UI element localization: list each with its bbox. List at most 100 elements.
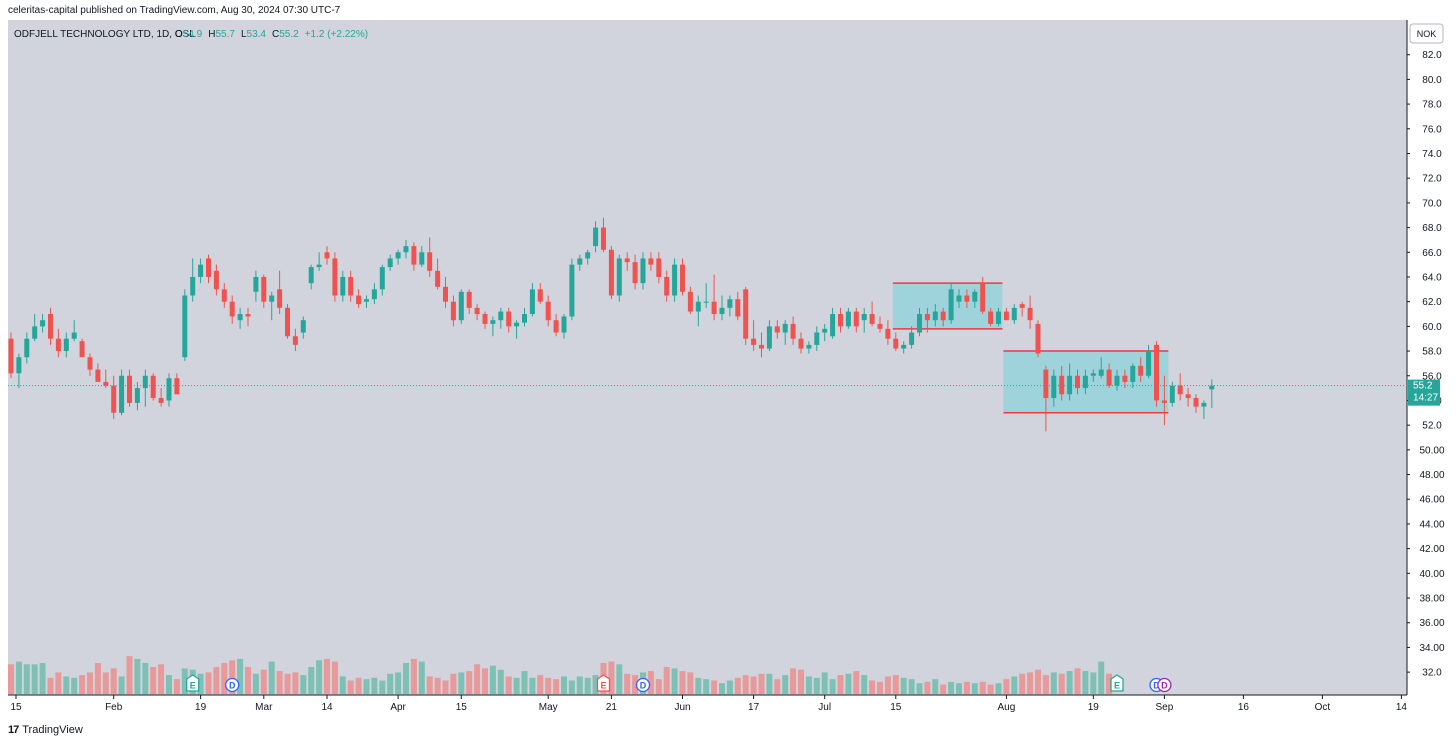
volume-bar: [39, 662, 46, 694]
candles: [8, 217, 1215, 432]
candle-body: [482, 314, 488, 324]
volume-bar: [750, 676, 757, 694]
volume-bar: [482, 668, 488, 694]
candle-body: [861, 314, 867, 321]
candle-body: [474, 307, 480, 315]
candle-body: [877, 323, 883, 329]
dividend-marker-shape: [225, 677, 240, 693]
time-tick-label: 19: [195, 702, 207, 713]
currency-badge[interactable]: NOK: [1409, 23, 1444, 44]
volume-bar: [387, 673, 394, 694]
volume-bar: [79, 675, 86, 694]
volume-bar: [102, 672, 109, 694]
earnings-marker[interactable]: E: [186, 674, 200, 692]
candle-body: [379, 267, 385, 290]
volume-bar: [221, 662, 228, 694]
candle-body: [537, 289, 543, 302]
candle-body: [1185, 394, 1191, 398]
candle-body: [782, 323, 788, 333]
time-tick-label: 14: [321, 702, 333, 713]
volume-bar: [245, 667, 251, 694]
volume-bar: [861, 675, 868, 694]
candle-body: [940, 311, 946, 321]
price-tick-label: 56.0: [1422, 371, 1442, 382]
candle-body: [8, 338, 14, 374]
dividend-marker[interactable]: D: [1157, 677, 1172, 693]
candle-body: [806, 344, 812, 349]
volume-bar: [726, 680, 733, 694]
last-price-value: 55.2: [1413, 381, 1433, 392]
candle-body: [640, 258, 646, 284]
candle-body: [759, 344, 764, 349]
time-axis-background[interactable]: [8, 696, 1407, 718]
volume-bar: [292, 672, 299, 694]
candle-body: [87, 357, 93, 370]
candle-body: [229, 301, 235, 317]
candle-body: [893, 338, 899, 349]
candle-body: [1067, 375, 1073, 395]
volume-bar: [316, 660, 323, 694]
volume-bar: [1082, 671, 1089, 694]
candle-body: [988, 311, 994, 324]
candle-body: [822, 328, 828, 333]
time-tick-label: Oct: [1315, 702, 1331, 713]
currency-badge-label[interactable]: NOK: [1417, 29, 1437, 39]
volume-bar: [1058, 673, 1065, 694]
volume-bar: [300, 675, 307, 694]
candle-body: [55, 338, 61, 352]
volume-bar: [205, 672, 212, 694]
volume-bar: [442, 680, 449, 694]
candle-body: [427, 252, 433, 271]
volume-bar: [426, 676, 433, 694]
candle-body: [221, 289, 227, 302]
volume-bar: [31, 664, 38, 694]
tradingview-logo[interactable]: 17 TradingView: [8, 724, 83, 736]
candle-body: [774, 326, 780, 333]
candle-body: [624, 258, 630, 263]
candle-body: [1019, 304, 1025, 308]
candle-body: [932, 311, 938, 321]
candle-body: [996, 311, 1001, 324]
volume-bar: [869, 680, 876, 694]
candle-body: [529, 289, 535, 315]
candle-body: [972, 291, 978, 302]
volume-bar: [837, 675, 844, 694]
candle-body: [711, 301, 717, 315]
volume-bar: [1019, 673, 1026, 694]
volume-bar: [410, 658, 417, 694]
candle-body: [814, 332, 820, 345]
candle-body: [403, 246, 409, 253]
volume-bar: [197, 673, 204, 694]
candle-body: [419, 252, 425, 265]
volume-bar: [719, 683, 725, 694]
candle-body: [1177, 385, 1183, 395]
earnings-marker-shape: [1110, 674, 1124, 692]
volume-bar: [458, 672, 465, 694]
legend-h-label: H: [208, 29, 215, 40]
volume-bar: [584, 677, 591, 694]
dividend-marker[interactable]: D: [225, 677, 240, 693]
candle-body: [616, 258, 622, 296]
volume-bar: [671, 668, 678, 694]
price-axis-background[interactable]: [1407, 20, 1456, 695]
volume-bar: [418, 661, 425, 694]
time-axis-labels: 15 Feb 19 Mar 14 Apr 15 May 21 Jun 17 Jul 15 Aug 19 Sep…: [10, 695, 1407, 713]
dividend-marker[interactable]: D: [635, 677, 651, 693]
volume-bar: [553, 679, 560, 694]
candle-body: [364, 299, 369, 302]
earnings-marker[interactable]: E: [596, 674, 611, 692]
candle-body: [443, 286, 448, 302]
volume-bar: [252, 673, 259, 694]
volume-bar: [173, 679, 180, 694]
candle-body: [751, 338, 757, 345]
candle-body: [798, 338, 804, 349]
volume-bar: [8, 664, 14, 694]
earnings-marker-shape: [186, 674, 200, 692]
legend-h-value: 55.7: [215, 29, 235, 40]
earnings-marker[interactable]: E: [1110, 674, 1124, 692]
candle-body: [1161, 400, 1167, 403]
volume-bar: [711, 680, 718, 694]
candle-body: [182, 295, 188, 358]
